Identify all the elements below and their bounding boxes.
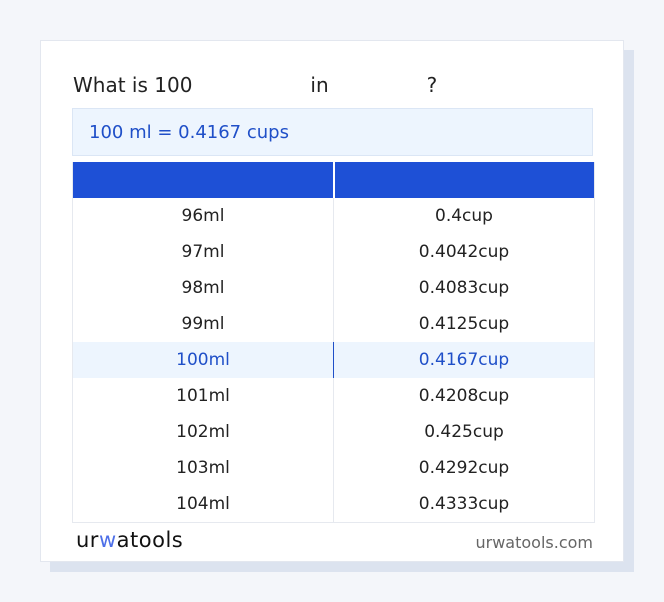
header-ml bbox=[73, 162, 335, 198]
title-suffix: ? bbox=[426, 73, 438, 97]
table-row: 98ml 0.4083cup bbox=[73, 270, 594, 306]
conversion-table: 96ml 0.4cup 97ml 0.4042cup 98ml 0.4083cup 99ml… bbox=[72, 162, 595, 523]
converter-card: What is 100 in? 100 ml = 0.4167 cups 96ml… bbox=[40, 40, 624, 562]
table-header bbox=[73, 162, 594, 198]
ml-cell: 100ml bbox=[73, 342, 334, 378]
ml-cell: 97ml bbox=[73, 234, 334, 270]
table-row: 104ml 0.4333cup bbox=[73, 486, 594, 522]
ml-cell: 101ml bbox=[73, 378, 334, 414]
table-row: 99ml 0.4125cup bbox=[73, 306, 594, 342]
ml-cell: 102ml bbox=[73, 414, 334, 450]
site-url[interactable]: urwatools.com bbox=[475, 533, 594, 552]
title-prefix: What is 100 bbox=[73, 73, 193, 97]
title-middle: in bbox=[310, 73, 329, 97]
cup-cell: 0.4125cup bbox=[418, 314, 510, 334]
ml-cell: 99ml bbox=[73, 306, 334, 342]
cup-cell: 0.425cup bbox=[424, 422, 504, 442]
cup-cell: 0.4208cup bbox=[418, 386, 510, 406]
table-row: 102ml 0.425cup bbox=[73, 414, 594, 450]
urwatools-logo[interactable]: urwatools bbox=[76, 528, 184, 552]
table-row: 100ml 0.4167cup bbox=[73, 342, 594, 378]
cup-cell: 0.4167cup bbox=[418, 350, 510, 370]
table-row: 96ml 0.4cup bbox=[73, 198, 594, 234]
table-row: 103ml 0.4292cup bbox=[73, 450, 594, 486]
cup-cell: 0.4333cup bbox=[418, 494, 510, 514]
cup-cell: 0.4cup bbox=[435, 206, 493, 226]
table-row: 101ml 0.4208cup bbox=[73, 378, 594, 414]
cup-cell: 0.4083cup bbox=[418, 278, 510, 298]
result-box: 100 ml = 0.4167 cups bbox=[72, 108, 593, 156]
ml-cell: 103ml bbox=[73, 450, 334, 486]
ml-cell: 96ml bbox=[73, 198, 334, 234]
header-cup bbox=[335, 162, 595, 198]
ml-cell: 98ml bbox=[73, 270, 334, 306]
table-row: 97ml 0.4042cup bbox=[73, 234, 594, 270]
ml-cell: 104ml bbox=[73, 486, 334, 522]
cup-cell: 0.4292cup bbox=[418, 458, 510, 478]
question-title: What is 100 in? bbox=[73, 73, 437, 97]
cup-cell: 0.4042cup bbox=[418, 242, 510, 262]
